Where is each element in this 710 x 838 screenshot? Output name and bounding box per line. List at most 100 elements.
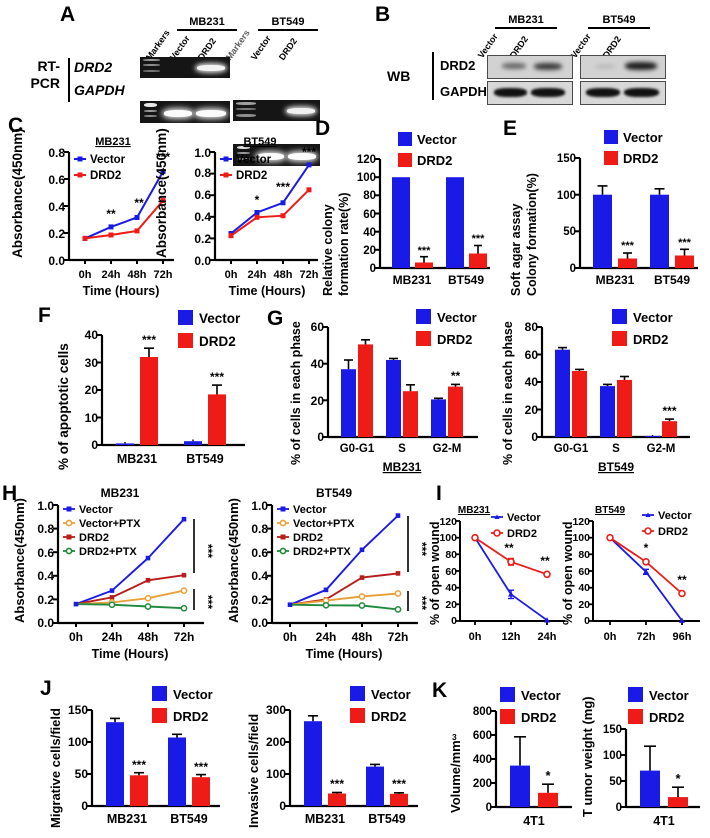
svg-text:0.8: 0.8 bbox=[48, 146, 65, 160]
svg-text:***: *** bbox=[418, 245, 432, 257]
svg-text:0.0: 0.0 bbox=[194, 254, 211, 268]
panelC-mb231-xlabel: Time (Hours) bbox=[83, 284, 160, 298]
panel-label-g: G bbox=[267, 307, 284, 330]
panelC-mb231-ylabel: Absorbance(450nm) bbox=[10, 128, 25, 258]
panel-label-d: D bbox=[315, 117, 331, 140]
panelH-mb231-ylabel: Absorbance(450nm) bbox=[12, 498, 27, 623]
panel-label-b: B bbox=[375, 3, 391, 26]
panelD-chart: Relative colony formation rate(%) Vector… bbox=[310, 128, 495, 300]
svg-text:48h: 48h bbox=[128, 269, 147, 281]
svg-text:24h: 24h bbox=[316, 630, 337, 644]
svg-text:0: 0 bbox=[81, 799, 88, 813]
panelC-bt549-legend-drd2: DRD2 bbox=[236, 170, 267, 182]
svg-text:48h: 48h bbox=[138, 630, 159, 644]
svg-text:0: 0 bbox=[570, 263, 576, 275]
svg-text:48h: 48h bbox=[352, 630, 373, 644]
svg-text:80: 80 bbox=[445, 549, 457, 561]
panelH-mb231-legend-vectorptx: Vector+PTX bbox=[79, 518, 141, 530]
svg-text:72h: 72h bbox=[637, 631, 656, 643]
panelI-bt549-title: BT549 bbox=[595, 505, 625, 516]
panelI-bt549-legend-vector: Vector bbox=[658, 510, 692, 522]
svg-text:10: 10 bbox=[85, 411, 99, 425]
svg-text:***: *** bbox=[201, 595, 215, 609]
svg-text:***: *** bbox=[132, 758, 146, 772]
panelG-bt549-caption: BT549 bbox=[598, 460, 634, 474]
panelA-lane-drd2-2: DRD2 bbox=[276, 36, 300, 62]
panelB-blot-mb231-drd2 bbox=[487, 55, 573, 79]
panelI-mb231-title: MB231 bbox=[458, 505, 491, 516]
svg-text:0h: 0h bbox=[469, 631, 482, 643]
panelH-bt549-legend-vector: Vector bbox=[293, 504, 327, 516]
panelG-bt549-xtick-g2m: G2-M bbox=[647, 443, 676, 455]
svg-text:0h: 0h bbox=[69, 630, 83, 644]
svg-text:50: 50 bbox=[563, 226, 576, 238]
panelJ-migration-ylabel: Migrative cells/field bbox=[48, 708, 63, 828]
panelH-bt549-legend-vectorptx: Vector+PTX bbox=[293, 518, 355, 530]
panelD-xtick-mb231: MB231 bbox=[393, 273, 432, 287]
panelC-mb231-title: MB231 bbox=[95, 136, 130, 148]
panelH-bt549-title: BT549 bbox=[316, 486, 352, 500]
panelG-mb231-caption: MB231 bbox=[383, 460, 422, 474]
svg-text:1.0: 1.0 bbox=[37, 499, 54, 513]
panel-label-k: K bbox=[432, 679, 448, 702]
svg-text:0.4: 0.4 bbox=[37, 569, 54, 583]
svg-text:0.4: 0.4 bbox=[251, 569, 268, 583]
svg-text:72h: 72h bbox=[154, 269, 173, 281]
svg-text:***: *** bbox=[678, 237, 692, 249]
panelD-bar-bt549-vector bbox=[446, 177, 464, 268]
svg-text:***: *** bbox=[142, 333, 156, 347]
svg-text:20: 20 bbox=[85, 383, 99, 397]
panelG-bt549-legend-drd2: DRD2 bbox=[633, 332, 668, 347]
svg-text:0: 0 bbox=[370, 263, 376, 275]
panelC-mb231-legend-drd2: DRD2 bbox=[90, 170, 121, 182]
svg-text:20: 20 bbox=[311, 394, 325, 408]
panelD-bar-mb231-vector bbox=[392, 177, 410, 268]
panelI-mb231-legend-drd2: DRD2 bbox=[507, 528, 537, 540]
svg-text:48h: 48h bbox=[274, 269, 293, 281]
panelE-legend-vector: Vector bbox=[623, 130, 663, 145]
svg-text:***: *** bbox=[302, 145, 316, 159]
svg-text:***: *** bbox=[621, 240, 635, 252]
panelA-group-bt549-title: BT549 bbox=[258, 16, 318, 31]
svg-text:120: 120 bbox=[357, 154, 376, 166]
svg-text:80: 80 bbox=[363, 190, 376, 202]
panelJ-chart-invasion: Invasive cells/field Vector DRD2 0 100 200… bbox=[228, 680, 428, 838]
panelF-bar-mb231-vector bbox=[116, 443, 134, 445]
panelC-bt549-legend-vector: Vector bbox=[236, 154, 272, 166]
panelH-mb231-title: MB231 bbox=[101, 486, 140, 500]
panelJ-migration-xtick-mb231: MB231 bbox=[107, 812, 147, 826]
panelE-bar-mb231-vector bbox=[593, 194, 612, 268]
panelK-weight-ylabel: T umor weight (mg) bbox=[580, 696, 595, 817]
panelC-mb231-legend-vector: Vector bbox=[90, 154, 126, 166]
panelI-chart-bt549: % of open wound BT549 Vector DRD2 0 20 40 … bbox=[558, 495, 708, 655]
panelJ-migration-xtick-bt549: BT549 bbox=[170, 812, 208, 826]
panelK-volume-xtick: 4T1 bbox=[523, 814, 545, 828]
svg-text:20: 20 bbox=[445, 599, 457, 611]
svg-text:150: 150 bbox=[557, 153, 576, 165]
svg-text:72h: 72h bbox=[300, 269, 319, 281]
svg-text:72h: 72h bbox=[388, 630, 409, 644]
panelA-gel-bt549-gapdh bbox=[233, 144, 320, 166]
svg-text:120: 120 bbox=[439, 516, 457, 528]
svg-text:300: 300 bbox=[266, 703, 286, 717]
panelJ-migration-legend-vector: Vector bbox=[173, 687, 213, 702]
panelH-chart-bt549: Absorbance(450nm) BT549 Vector Vector+PT… bbox=[222, 483, 440, 661]
panelF-ylabel: % of apoptotic cells bbox=[56, 343, 71, 470]
svg-text:40: 40 bbox=[363, 227, 376, 239]
panelG-mb231-xtick-g2m: G2-M bbox=[433, 443, 462, 455]
panelG-mb231-xtick-g0g1: G0-G1 bbox=[340, 443, 375, 455]
svg-text:0: 0 bbox=[616, 802, 622, 814]
panelK-volume-ylabel: Volume/mm bbox=[448, 740, 463, 813]
panel-label-e: E bbox=[503, 117, 518, 140]
panelG-bt549-legend-vector: Vector bbox=[633, 310, 673, 325]
panelI-chart-mb231: % of open wound MB231 Vector DRD2 0 20 40 … bbox=[425, 495, 573, 655]
svg-text:***: *** bbox=[210, 370, 224, 384]
panelC-chart-bt549: Absorbance(450nm) BT549 0.0 0.2 0.4 0.6 0.8… bbox=[152, 128, 320, 300]
panelA-group-mb231-title: MB231 bbox=[177, 16, 237, 31]
panelB-group-mb231-title: MB231 bbox=[495, 14, 557, 29]
svg-text:***: *** bbox=[156, 150, 170, 164]
panelH-mb231-legend-vector: Vector bbox=[79, 504, 113, 516]
panelC-bt549-xlabel: Time (Hours) bbox=[229, 284, 306, 298]
panelF-bar-mb231-drd2 bbox=[140, 357, 158, 445]
svg-text:50: 50 bbox=[609, 776, 622, 788]
